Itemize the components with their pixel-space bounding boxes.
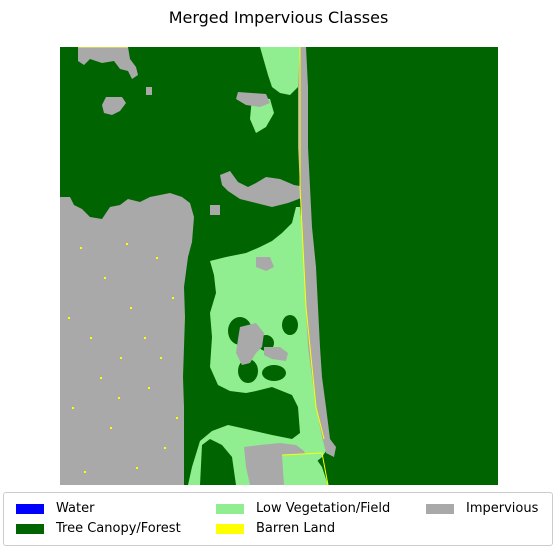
legend-label: Low Vegetation/Field [256, 501, 391, 516]
legend-label: Tree Canopy/Forest [56, 521, 181, 536]
legend-swatch-barren [216, 523, 244, 534]
impervious-top-left-2 [102, 97, 126, 115]
legend-item-forest: Tree Canopy/Forest [16, 521, 181, 536]
impervious-vertical-road [298, 47, 336, 457]
legend-label: Barren Land [256, 521, 336, 536]
map-title: Merged Impervious Classes [168, 8, 389, 27]
impervious-left-block [60, 193, 194, 485]
legend-swatch-water [16, 503, 44, 514]
barren-speckles [68, 243, 178, 473]
legend-swatch-lowveg [216, 503, 244, 514]
legend-item-impervious: Impervious [426, 501, 538, 516]
impervious-top-left [78, 47, 138, 79]
legend-item-water: Water [16, 501, 94, 516]
legend-item-lowveg: Low Vegetation/Field [216, 501, 390, 516]
legend-swatch-impervious [426, 503, 454, 514]
legend-swatch-forest [16, 523, 44, 534]
legend-label: Water [56, 501, 95, 516]
map-legend: Water Tree Canopy/Forest Low Vegetation/… [3, 492, 553, 546]
legend-item-barren: Barren Land [216, 521, 335, 536]
legend-label: Impervious [466, 501, 539, 516]
land-cover-map [60, 47, 498, 485]
impervious-upper-road [236, 92, 270, 107]
lowveg-top [260, 47, 302, 95]
impervious-mid-patch [236, 323, 264, 365]
